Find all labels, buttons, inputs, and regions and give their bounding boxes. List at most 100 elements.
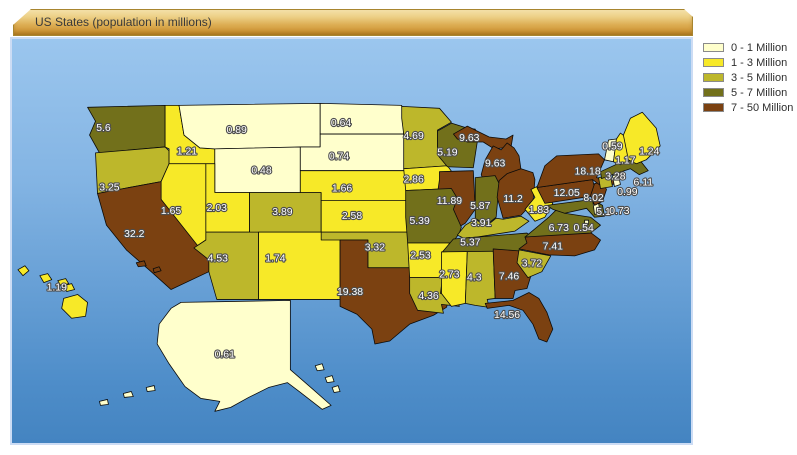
chart-title-bar: US States (population in millions) (13, 9, 693, 36)
state-value-label: 9.63 (459, 133, 480, 144)
state-value-label: 2.86 (403, 174, 424, 185)
legend-label: 3 - 5 Million (731, 71, 788, 84)
state-value-label: 4.53 (208, 254, 229, 265)
state-value-label: 3.89 (272, 207, 293, 218)
state-value-label: 11.2 (503, 194, 523, 205)
state-value-label: 5.6 (96, 123, 111, 134)
state-NC[interactable] (518, 230, 601, 257)
state-value-label: 1.19 (47, 282, 68, 293)
state-value-label: 0.48 (251, 165, 272, 176)
state-value-label: 2.58 (342, 211, 363, 222)
state-value-label: 1.74 (265, 254, 286, 265)
state-value-label: 14.56 (494, 310, 520, 321)
state-AK-island[interactable] (122, 391, 134, 398)
state-FL[interactable] (484, 292, 554, 343)
state-AK-island[interactable] (99, 399, 109, 406)
legend-swatch-5-7 (703, 88, 724, 97)
state-value-label: 1.24 (639, 147, 660, 158)
legend-label: 0 - 1 Million (731, 41, 788, 54)
state-value-label: 7.46 (499, 271, 520, 282)
legend-item: 3 - 5 Million (703, 70, 793, 85)
state-HI-island[interactable] (63, 283, 76, 292)
state-value-label: 0.73 (609, 206, 630, 217)
legend: 0 - 1 Million 1 - 3 Million 3 - 5 Millio… (703, 40, 793, 115)
state-value-label: 2.03 (207, 203, 228, 214)
state-value-label: 0.64 (331, 118, 352, 129)
state-AK[interactable] (156, 300, 332, 412)
state-value-label: 4.69 (403, 131, 424, 142)
map-canvas: 5.6 3.25 1.21 0.89 0.48 1.65 2.03 32.2 4.53 3.89 1… (10, 37, 693, 445)
state-NM[interactable] (258, 231, 341, 300)
state-TX[interactable] (339, 239, 452, 345)
state-value-label: 5.1 (596, 207, 611, 218)
legend-item: 0 - 1 Million (703, 40, 793, 55)
state-value-label: 1.65 (161, 206, 182, 217)
state-value-label: 0.74 (329, 152, 350, 163)
state-value-label: 3.25 (99, 182, 120, 193)
legend-label: 1 - 3 Million (731, 56, 788, 69)
chart-title: US States (population in millions) (35, 15, 212, 29)
state-value-label: 5.19 (437, 148, 458, 159)
state-RI[interactable] (612, 174, 621, 187)
state-value-label: 2.73 (439, 269, 460, 280)
state-value-label: 1.83 (529, 205, 550, 216)
state-IN[interactable] (474, 175, 500, 226)
legend-swatch-0-1 (703, 43, 724, 52)
state-CA-channel-island[interactable] (152, 266, 162, 274)
state-value-label: 3.72 (522, 259, 543, 270)
state-value-label: 19.38 (337, 287, 363, 298)
state-value-label: 0.54 (573, 223, 594, 234)
state-value-label: 0.61 (215, 350, 236, 361)
state-value-label: 4.36 (418, 291, 439, 302)
state-value-label: 5.37 (460, 238, 481, 249)
state-value-label: 6.11 (634, 177, 654, 188)
legend-swatch-3-5 (703, 73, 724, 82)
state-AK-island[interactable] (324, 375, 335, 383)
state-AK-island[interactable] (331, 385, 341, 393)
us-map: 5.6 3.25 1.21 0.89 0.48 1.65 2.03 32.2 4.53 3.89 1… (17, 102, 661, 412)
state-value-label: 3.91 (471, 218, 492, 229)
state-DC[interactable] (584, 219, 590, 225)
state-value-label: 3.28 (605, 171, 626, 182)
state-HI-island[interactable] (61, 294, 88, 319)
state-value-label: 12.05 (554, 188, 580, 199)
state-value-label: 18.18 (575, 166, 601, 177)
state-HI[interactable] (17, 265, 30, 277)
legend-item: 1 - 3 Million (703, 55, 793, 70)
state-value-label: 1.66 (332, 183, 353, 194)
state-value-label: 7.41 (543, 242, 564, 253)
state-value-label: 32.2 (124, 229, 145, 240)
state-value-label: 9.63 (485, 159, 506, 170)
state-MI-upper[interactable] (453, 125, 514, 150)
state-value-label: 6.73 (549, 223, 570, 234)
state-value-label: 0.89 (227, 125, 248, 136)
state-value-label: 5.39 (409, 216, 430, 227)
state-value-label: 4.3 (467, 272, 482, 283)
state-CA[interactable] (97, 181, 210, 290)
state-value-label: 8.02 (583, 193, 604, 204)
state-value-label: 11.89 (437, 196, 463, 207)
state-value-label: 1.17 (615, 156, 636, 167)
state-value-label: 3.32 (365, 243, 386, 254)
state-value-label: 1.21 (177, 147, 198, 158)
legend-item: 5 - 7 Million (703, 85, 793, 100)
state-value-label: 2.53 (410, 251, 431, 262)
state-SC[interactable] (516, 249, 552, 279)
state-HI-island[interactable] (57, 278, 70, 286)
state-AK-island[interactable] (314, 363, 325, 372)
state-MO[interactable] (405, 188, 462, 244)
legend-label: 7 - 50 Million (731, 101, 794, 114)
state-MT[interactable] (178, 102, 321, 150)
state-CA-channel-island[interactable] (135, 260, 147, 268)
legend-swatch-1-3 (703, 58, 724, 67)
state-value-label: 5.87 (470, 201, 491, 212)
state-value-label: 0.59 (602, 142, 623, 153)
state-value-label: 0.99 (617, 187, 638, 198)
state-HI-island[interactable] (39, 273, 53, 283)
legend-swatch-7-50 (703, 103, 724, 112)
state-AK-island[interactable] (145, 385, 156, 392)
state-ME[interactable] (623, 111, 661, 165)
legend-item: 7 - 50 Million (703, 100, 793, 115)
legend-label: 5 - 7 Million (731, 86, 788, 99)
